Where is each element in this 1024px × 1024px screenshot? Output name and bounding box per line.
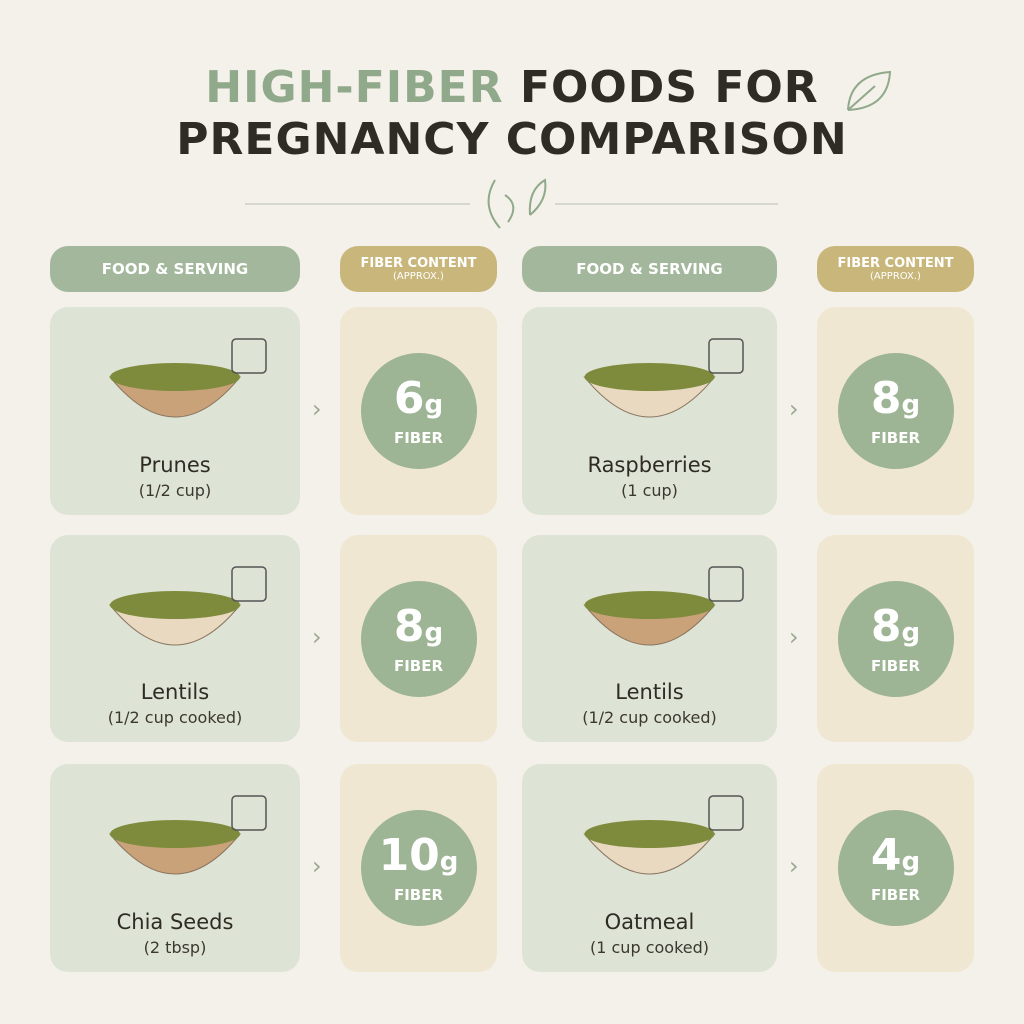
- title-line-1: HIGH-FIBER FOODS FOR: [0, 62, 1024, 113]
- title-highlight: HIGH-FIBER: [205, 62, 504, 113]
- title-line-2: PREGNANCY COMPARISON: [176, 114, 848, 165]
- food-name: Raspberries: [587, 453, 712, 477]
- fiber-amount: 8g: [838, 375, 954, 429]
- food-illustration: [583, 566, 744, 646]
- fiber-card: 10g FIBER: [340, 764, 497, 972]
- food-illustration: [583, 795, 744, 875]
- fiber-label: FIBER: [870, 656, 921, 675]
- fiber-badge: 8g FIBER: [837, 580, 954, 697]
- fiber-unit: g: [901, 390, 921, 420]
- title-rest: FOODS FOR: [519, 62, 819, 113]
- fiber-unit: g: [439, 847, 459, 877]
- food-serving: (1/2 cup cooked): [582, 708, 717, 727]
- fiber-header-text: FIBER CONTENT: [360, 256, 477, 271]
- fiber-label: FIBER: [393, 886, 444, 904]
- fiber-header: FIBER CONTENT (APPROX.): [817, 246, 974, 292]
- fiber-unit: g: [424, 617, 444, 648]
- fiber-amount: 8g: [361, 600, 477, 657]
- fiber-amount: 4g: [838, 832, 954, 886]
- fiber-unit: g: [424, 390, 444, 420]
- decor: [245, 70, 892, 229]
- fiber-number: 8: [393, 600, 425, 652]
- fiber-card: 4g FIBER: [817, 764, 974, 972]
- arrow: ›: [789, 622, 799, 651]
- fiber-label: FIBER: [870, 886, 921, 904]
- fiber-label: FIBER: [393, 429, 444, 447]
- fiber-badge: 10g FIBER: [360, 810, 477, 926]
- food-serving: (2 tbsp): [143, 938, 207, 957]
- fiber-amount: 6g: [361, 375, 477, 429]
- fiber-number: 4: [870, 830, 902, 881]
- food-illustration: [108, 566, 267, 646]
- food-header: FOOD & SERVING: [50, 246, 300, 292]
- arrow: ›: [312, 395, 322, 423]
- food-name: Oatmeal: [604, 910, 695, 934]
- food-card: Lentils (1/2 cup cooked): [50, 535, 300, 742]
- fiber-badge: 6g FIBER: [360, 353, 477, 469]
- fiber-number: 8: [870, 600, 902, 652]
- fiber-label: FIBER: [393, 656, 444, 675]
- food-header: FOOD & SERVING: [522, 246, 777, 292]
- fiber-card: 6g FIBER: [340, 307, 497, 515]
- fiber-subheader: (APPROX.): [393, 271, 444, 282]
- food-illustration: [583, 338, 744, 418]
- fiber-amount: 8g: [838, 600, 954, 657]
- food-name: Lentils: [615, 680, 684, 704]
- fiber-badge: 8g FIBER: [360, 580, 477, 697]
- fiber-badge: 8g FIBER: [837, 353, 954, 469]
- fiber-amount: 10g: [361, 832, 477, 886]
- food-serving: (1 cup cooked): [590, 938, 709, 957]
- arrow: ›: [789, 852, 799, 880]
- fiber-number: 10: [378, 830, 440, 881]
- food-card: Chia Seeds (2 tbsp): [50, 764, 300, 972]
- fiber-card: 8g FIBER: [817, 535, 974, 742]
- arrow: ›: [312, 622, 322, 651]
- food-name: Prunes: [139, 453, 211, 477]
- food-illustration: [108, 338, 267, 418]
- food-serving: (1/2 cup): [138, 481, 212, 500]
- food-card: Raspberries (1 cup): [522, 307, 777, 515]
- fiber-subheader: (APPROX.): [870, 271, 921, 282]
- fiber-number: 6: [393, 373, 425, 424]
- arrow: ›: [789, 395, 799, 423]
- fiber-card: 8g FIBER: [817, 307, 974, 515]
- food-serving: (1/2 cup cooked): [107, 708, 243, 727]
- fiber-header: FIBER CONTENT (APPROX.): [340, 246, 497, 292]
- food-name: Chia Seeds: [116, 910, 234, 934]
- food-illustration: [108, 795, 267, 875]
- food-name: Lentils: [140, 680, 210, 704]
- fiber-label: FIBER: [870, 429, 921, 447]
- fiber-badge: 4g FIBER: [837, 810, 954, 926]
- fiber-unit: g: [901, 847, 921, 877]
- fiber-card: 8g FIBER: [340, 535, 497, 742]
- food-serving: (1 cup): [621, 481, 678, 500]
- food-card: Oatmeal (1 cup cooked): [522, 764, 777, 972]
- arrow: ›: [312, 852, 322, 880]
- food-card: Lentils (1/2 cup cooked): [522, 535, 777, 742]
- fiber-number: 8: [870, 373, 902, 424]
- fiber-header-text: FIBER CONTENT: [837, 256, 954, 271]
- fiber-unit: g: [901, 617, 921, 648]
- food-card: Prunes (1/2 cup): [50, 307, 300, 515]
